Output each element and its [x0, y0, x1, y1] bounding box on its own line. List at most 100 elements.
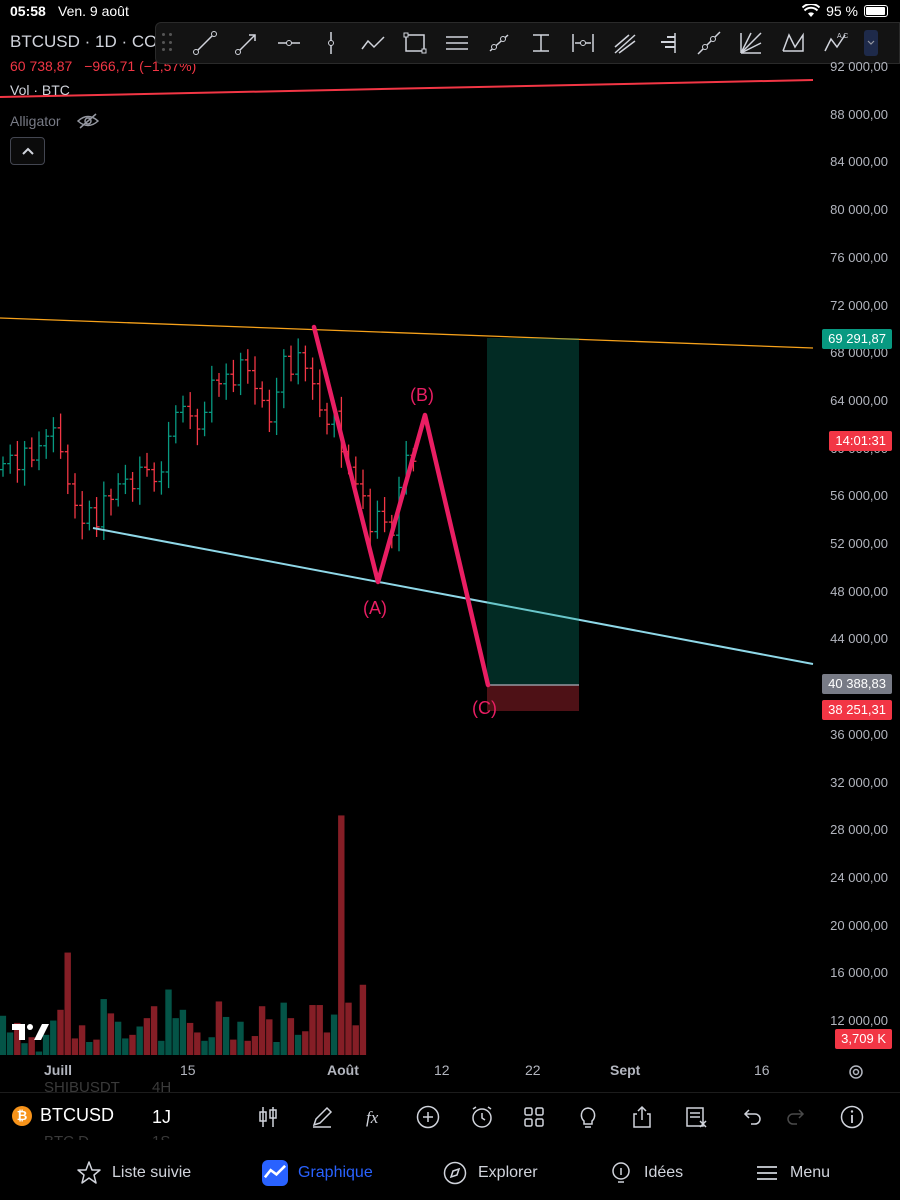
- polyline-icon: [361, 36, 385, 50]
- chart-type-button[interactable]: [254, 1103, 282, 1131]
- symbol-label: BTCUSD: [40, 1105, 115, 1125]
- grid-icon: [524, 1107, 544, 1127]
- volume-profile-tool[interactable]: [646, 25, 688, 61]
- date-label-12: 12: [434, 1062, 450, 1078]
- volume-bar: [71, 1038, 79, 1055]
- info-button[interactable]: [838, 1103, 866, 1131]
- layout-button[interactable]: [520, 1103, 548, 1131]
- volume-bar: [86, 1042, 93, 1055]
- pen-icon: [312, 1106, 333, 1128]
- volume-bar: [165, 989, 172, 1055]
- volume-bar: [230, 1039, 237, 1055]
- extended-line-icon: [697, 31, 721, 55]
- price-axis-label: 72 000,00: [830, 297, 888, 313]
- toolbar-more-button[interactable]: [864, 30, 878, 56]
- gann-fan-tool[interactable]: [730, 25, 772, 61]
- price-chart[interactable]: (B) (A) (C): [0, 22, 900, 1090]
- volume-bar: [42, 1034, 50, 1055]
- price-axis-label: 28 000,00: [830, 822, 888, 838]
- drag-handle[interactable]: [162, 33, 176, 53]
- volume-bar: [330, 1014, 338, 1055]
- tab-watchlist[interactable]: Liste suivie: [76, 1160, 191, 1186]
- drawing-tools-button[interactable]: [308, 1103, 336, 1131]
- chevron-down-icon: [867, 40, 875, 45]
- trend-line-tool[interactable]: [184, 25, 226, 61]
- trading-panel-button[interactable]: [682, 1103, 710, 1131]
- chart-icon: [262, 1160, 288, 1186]
- tab-chart[interactable]: Graphique: [262, 1160, 373, 1186]
- extended-line-tool[interactable]: [688, 25, 730, 61]
- wave-label-c: (C): [472, 698, 497, 718]
- symbol-title[interactable]: BTCUSD · 1D · CO: [10, 32, 158, 51]
- volume-bar: [280, 1002, 287, 1055]
- volume-bar: [129, 1034, 136, 1055]
- undo-button[interactable]: [738, 1103, 766, 1131]
- volume-legend[interactable]: Vol · BTC: [10, 82, 70, 98]
- volume-bar: [309, 1005, 316, 1055]
- volume-bar: [6, 1032, 14, 1055]
- elliott-wave-path: [311, 324, 491, 688]
- alligator-label: Alligator: [10, 113, 61, 129]
- alligator-legend[interactable]: Alligator: [10, 112, 99, 130]
- volume-bar: [237, 1021, 244, 1055]
- ideas-button[interactable]: [574, 1103, 602, 1131]
- abcd-pattern-tool[interactable]: A C: [814, 25, 856, 61]
- date-range-tool[interactable]: [562, 25, 604, 61]
- volume-bar: [273, 1042, 280, 1055]
- share-button[interactable]: [628, 1103, 656, 1131]
- collapse-legend-button[interactable]: [10, 137, 45, 165]
- xabcd-pattern-icon: [782, 32, 804, 52]
- lightbulb-icon: [612, 1162, 630, 1183]
- date-label-juill: Juill: [44, 1062, 73, 1078]
- fx-icon: fx: [366, 1108, 379, 1127]
- price-axis-label: 64 000,00: [830, 392, 888, 408]
- volume-bar: [338, 815, 345, 1055]
- volume-bar: [287, 1018, 295, 1055]
- horizontal-line-tool[interactable]: [268, 25, 310, 61]
- tab-ideas[interactable]: Idées: [608, 1160, 683, 1186]
- volume-bar: [143, 1018, 151, 1055]
- polyline-tool[interactable]: [352, 25, 394, 61]
- price-axis-label: 36 000,00: [830, 726, 888, 742]
- volume-bar: [158, 1040, 165, 1055]
- upper-target-price-tag: 69 291,87: [822, 329, 892, 349]
- volume-bar: [323, 1032, 331, 1055]
- price-axis-label: 52 000,00: [830, 536, 888, 551]
- vertical-line-tool[interactable]: [310, 25, 352, 61]
- date-label-22: 22: [525, 1062, 541, 1078]
- rectangle-tool[interactable]: [394, 25, 436, 61]
- svg-text:A C: A C: [837, 33, 848, 40]
- vertical-line-icon: [328, 32, 334, 54]
- arrow-tool[interactable]: [226, 25, 268, 61]
- ray-tool[interactable]: [478, 25, 520, 61]
- bitcoin-icon: ₿: [12, 1105, 32, 1126]
- redo-button[interactable]: [782, 1103, 810, 1131]
- drawing-toolbar: A C: [155, 22, 900, 64]
- chart-settings-icon[interactable]: [846, 1062, 866, 1082]
- xabcd-pattern-tool[interactable]: [772, 25, 814, 61]
- interval-selector[interactable]: 1J: [152, 1107, 172, 1127]
- pitchfork-tool[interactable]: [604, 25, 646, 61]
- volume-bar: [244, 1040, 251, 1055]
- add-button[interactable]: [414, 1103, 442, 1131]
- loss-zone: [487, 685, 579, 711]
- alert-button[interactable]: [468, 1103, 496, 1131]
- eye-off-icon[interactable]: [76, 112, 99, 130]
- fib-retracement-tool[interactable]: [520, 25, 562, 61]
- tab-menu[interactable]: Menu: [754, 1160, 830, 1186]
- tab-explore[interactable]: Explorer: [442, 1160, 538, 1186]
- volume-bar: [114, 1021, 122, 1055]
- symbol-selector[interactable]: ₿ BTCUSD: [12, 1105, 114, 1126]
- trend-line-icon: [193, 31, 217, 55]
- volume-bar: [345, 1002, 352, 1055]
- price-axis-label: 20 000,00: [830, 917, 888, 933]
- volume-bar: [50, 1020, 57, 1055]
- volume-bar: [208, 1037, 215, 1055]
- arrow-icon: [235, 34, 256, 55]
- compass-icon: [443, 1161, 467, 1185]
- volume-bar: [316, 1005, 323, 1055]
- parallel-channel-tool[interactable]: [436, 25, 478, 61]
- volume-bar: [28, 1037, 35, 1055]
- indicators-button[interactable]: fx: [362, 1103, 390, 1131]
- date-label-aout: Août: [327, 1062, 359, 1078]
